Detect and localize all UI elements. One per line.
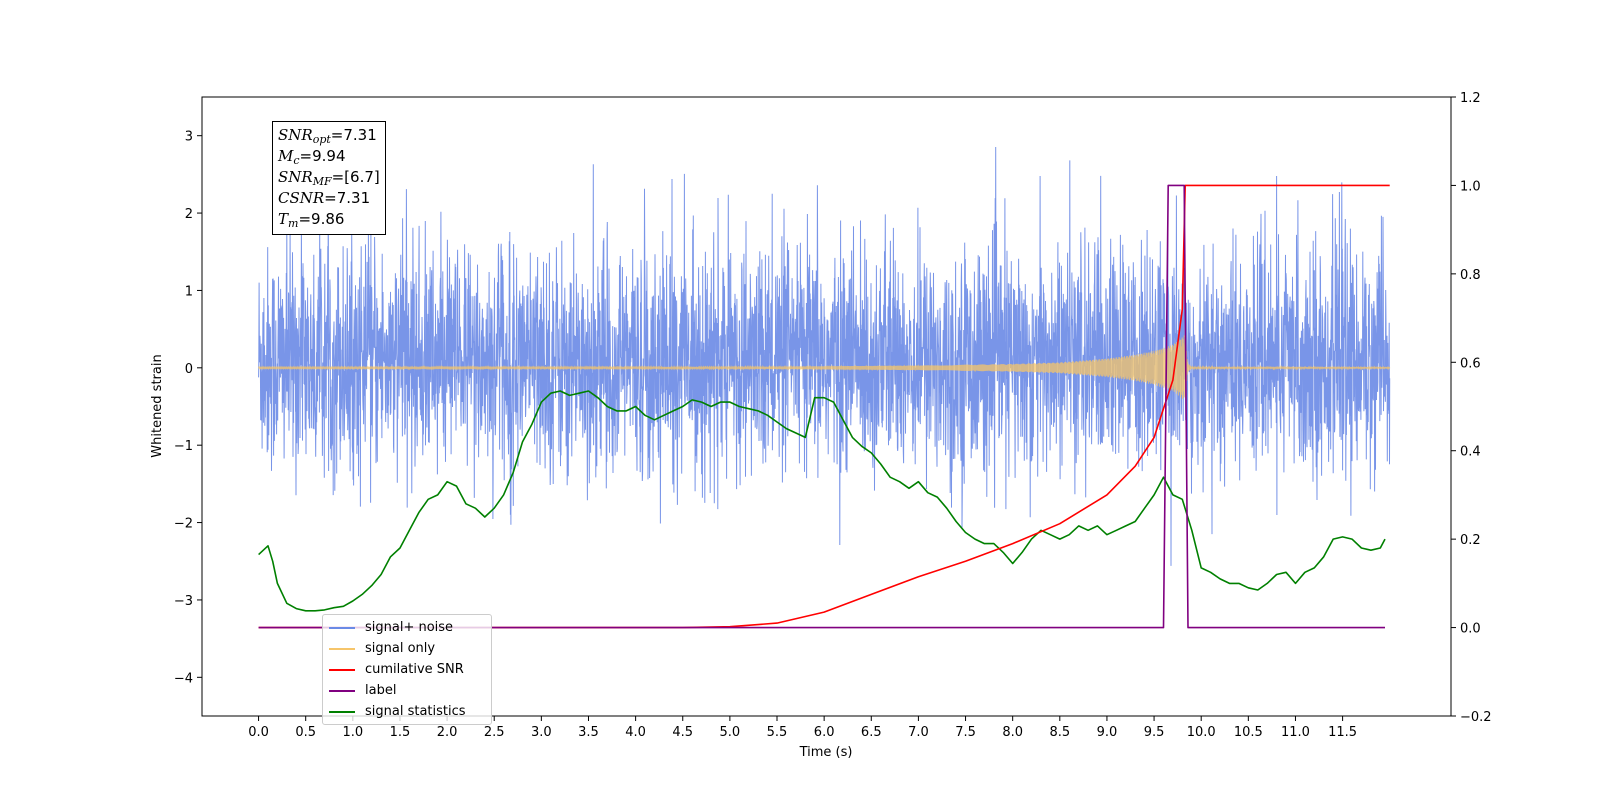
legend-entry: label — [329, 680, 485, 701]
x-tick-label: 4.5 — [672, 725, 693, 740]
legend-swatch — [329, 668, 355, 671]
x-tick-label: 7.5 — [955, 725, 976, 740]
y-axis-right: 1.2 1.0 0.8 0.6 0.4 0.2 0.0 −0.2 — [1451, 91, 1492, 725]
legend-entry: signal only — [329, 638, 485, 659]
y-tick-label: −3 — [174, 594, 193, 609]
legend-label: signal only — [365, 641, 436, 656]
legend-label: cumilative SNR — [365, 662, 464, 677]
legend: signal+ noise signal only cumilative SNR… — [322, 614, 492, 725]
merger-time-line: Tm=9.86 — [278, 210, 345, 230]
legend-swatch — [329, 710, 355, 713]
x-tick-label: 10.5 — [1234, 725, 1263, 740]
legend-entry: signal+ noise — [329, 617, 485, 638]
y-tick-label: −2 — [174, 517, 193, 532]
y-tick-label: 3 — [185, 130, 193, 145]
signal-only-series — [258, 335, 1391, 399]
x-tick-label: 0.5 — [295, 725, 316, 740]
legend-label: signal statistics — [365, 704, 466, 719]
y-axis-left: 3 2 1 0 −1 −2 −3 −4 — [174, 130, 202, 686]
y-axis-label: Whitened strain — [150, 354, 165, 457]
y-tick-label: 2 — [185, 207, 193, 222]
plot-frame — [201, 96, 1452, 717]
y2-tick-label: −0.2 — [1460, 710, 1492, 725]
y-tick-label: −1 — [174, 439, 193, 454]
x-tick-label: 6.0 — [814, 725, 835, 740]
x-tick-label: 9.5 — [1144, 725, 1165, 740]
x-tick-label: 4.0 — [625, 725, 646, 740]
snr-opt-line: SNRopt=7.31 — [278, 126, 377, 146]
x-tick-label: 2.5 — [484, 725, 505, 740]
x-tick-label: 1.5 — [390, 725, 411, 740]
x-tick-label: 2.0 — [437, 725, 458, 740]
cumulative-snr-line — [258, 184, 1390, 629]
y-tick-label: 1 — [185, 284, 193, 299]
x-tick-label: 5.5 — [767, 725, 788, 740]
x-tick-label: 8.0 — [1002, 725, 1023, 740]
overlay-series — [258, 184, 1390, 629]
y2-tick-label: 1.2 — [1460, 91, 1481, 106]
signal-plus-noise-line — [258, 146, 1391, 566]
y2-tick-label: 0.0 — [1460, 622, 1481, 637]
x-tick-label: 1.0 — [342, 725, 363, 740]
x-tick-label: 7.0 — [908, 725, 929, 740]
x-tick-label: 9.0 — [1097, 725, 1118, 740]
y-tick-label: 0 — [185, 362, 193, 377]
snr-mf-line: SNRMF=[6.7] — [278, 168, 380, 188]
legend-swatch — [329, 626, 355, 629]
y2-tick-label: 0.8 — [1460, 268, 1481, 283]
label-line — [258, 184, 1385, 629]
y2-tick-label: 1.0 — [1460, 179, 1481, 194]
y2-tick-label: 0.4 — [1460, 445, 1481, 460]
x-tick-label: 11.5 — [1328, 725, 1357, 740]
y2-tick-label: 0.6 — [1460, 356, 1481, 371]
x-tick-label: 5.0 — [720, 725, 741, 740]
signal-plus-noise-series — [258, 146, 1391, 566]
y2-tick-label: 0.2 — [1460, 533, 1481, 548]
legend-label: signal+ noise — [365, 620, 454, 635]
legend-entry: cumilative SNR — [329, 659, 485, 680]
legend-swatch — [329, 647, 355, 650]
x-tick-label: 11.0 — [1281, 725, 1310, 740]
legend-label: label — [365, 683, 397, 698]
x-tick-label: 3.0 — [531, 725, 552, 740]
x-axis: 0.0 0.5 1.0 1.5 2.0 2.5 3.0 3.5 4.0 4.5 5.0 5.5 6.0 6… — [248, 716, 1357, 740]
x-tick-label: 0.0 — [248, 725, 269, 740]
x-tick-label: 8.5 — [1049, 725, 1070, 740]
y-tick-label: −4 — [174, 671, 193, 686]
signal-only-line — [258, 335, 1391, 399]
annotation-box: SNRopt=7.31 Mc=9.94 SNRMF=[6.7] CSNR=7.3… — [272, 121, 386, 235]
legend-entry: signal statistics — [329, 701, 485, 722]
legend-swatch — [329, 689, 355, 692]
csnr-line: CSNR=7.31 — [278, 189, 371, 207]
x-tick-label: 3.5 — [578, 725, 599, 740]
x-tick-label: 6.5 — [861, 725, 882, 740]
x-axis-label: Time (s) — [799, 745, 853, 760]
chirp-mass-line: Mc=9.94 — [278, 147, 346, 167]
signal-statistics-line — [258, 390, 1386, 612]
x-tick-label: 10.0 — [1187, 725, 1216, 740]
